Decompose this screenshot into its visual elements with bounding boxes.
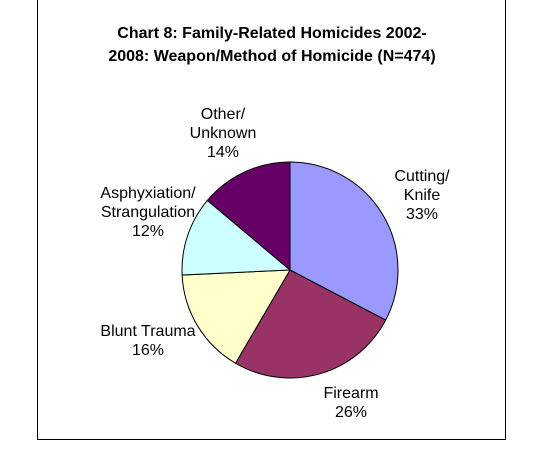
pie-slice-3 — [181, 199, 292, 276]
slice-value-label-2: 16% — [132, 342, 164, 359]
chart-title-line-2: 2008: Weapon/Method of Homicide (N=474) — [108, 48, 436, 65]
slice-category-label-1: Firearm — [323, 385, 378, 402]
slice-label-0: Cutting/Knife 33% — [394, 168, 450, 223]
slice-category-label-4: Other/ — [201, 106, 246, 123]
slice-label-1: Firearm 26% — [323, 385, 378, 421]
pie-slice-1 — [234, 269, 387, 379]
chart-title: Chart 8: Family-Related Homicides 2002- … — [0, 22, 544, 68]
slice-category-label-3: Strangulation — [101, 204, 195, 221]
slice-category-label-0: Cutting/ — [394, 168, 450, 185]
slice-category-label-2: Blunt Trauma — [100, 323, 195, 340]
pie-slice-4 — [206, 161, 291, 272]
pie-slice-2 — [181, 269, 291, 364]
chart-title-line-1: Chart 8: Family-Related Homicides 2002- — [117, 25, 427, 42]
slice-label-2: Blunt Trauma 16% — [100, 323, 195, 359]
slice-category-label-4: Unknown — [190, 125, 257, 142]
slice-label-4: Other/Unknown 14% — [190, 106, 257, 161]
slice-value-label-0: 33% — [406, 206, 438, 223]
slice-value-label-3: 12% — [132, 223, 164, 240]
slice-value-label-4: 14% — [207, 144, 239, 161]
pie-slice-0 — [289, 161, 399, 321]
slice-category-label-3: Asphyxiation/ — [100, 185, 196, 202]
slice-label-3: Asphyxiation/Strangulation 12% — [100, 185, 196, 240]
slice-category-label-0: Knife — [404, 187, 441, 204]
slice-value-label-1: 26% — [335, 404, 367, 421]
